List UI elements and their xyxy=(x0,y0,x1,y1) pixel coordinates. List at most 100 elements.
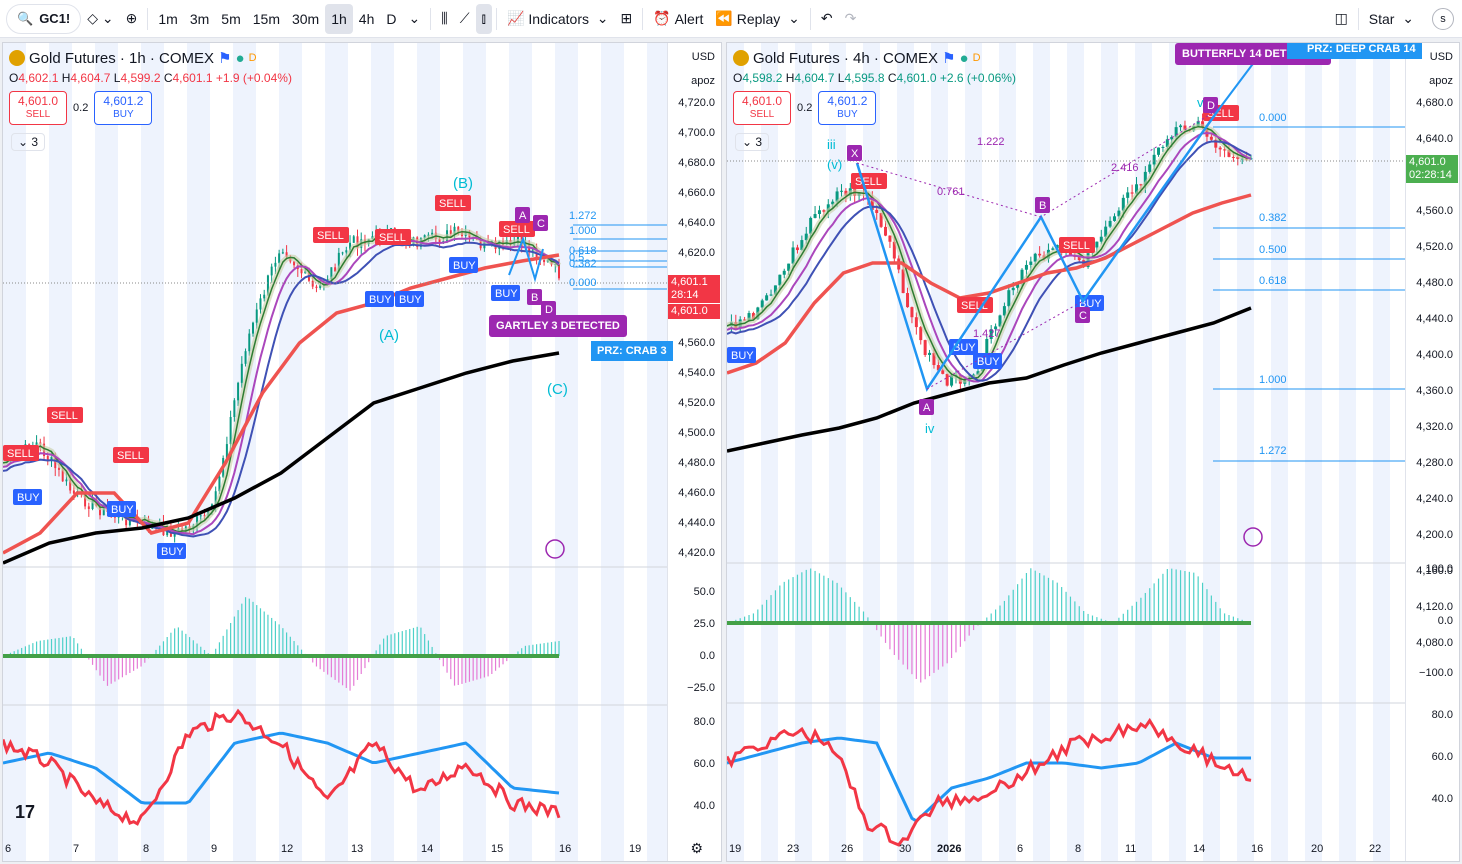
price-tick: 0.0 xyxy=(1437,615,1453,627)
top-toolbar: 🔍 GC1! ◇ ⌄ ⊕ 1m 3m 5m 15m 30m 1h 4h D ⌄ ⫼ ⟋ ⫾ 📈… xyxy=(0,0,1462,38)
currency-label[interactable]: USD xyxy=(1429,51,1453,63)
sell-button[interactable]: 4,601.0 SELL xyxy=(733,91,792,125)
compare-button[interactable]: ◇ ⌄ xyxy=(87,10,114,26)
signal-label-d: D xyxy=(541,301,556,317)
session-band xyxy=(1339,43,1356,861)
price-tick: 4,660.0 xyxy=(678,187,715,199)
timeframe-1h[interactable]: 1h xyxy=(325,3,353,34)
candle-body xyxy=(1174,127,1178,137)
harmonic-ratio-line xyxy=(856,108,1220,218)
signal-label-buy: BUY xyxy=(107,501,136,517)
price-tick: 50.0 xyxy=(693,586,715,598)
chart-type-button[interactable]: ⟋ xyxy=(454,4,476,34)
candle-body xyxy=(879,213,883,227)
indicator-count: 3 xyxy=(755,135,763,149)
timeframe-dropdown[interactable]: ⌄ xyxy=(403,4,427,34)
flash-icon xyxy=(1243,527,1263,547)
timeframe-15m[interactable]: 15m xyxy=(252,10,280,27)
scale-mode[interactable]: apoz xyxy=(691,75,715,87)
signal-label-sell: SELL xyxy=(47,407,83,423)
indicator-toggle[interactable]: ⌄ 3 xyxy=(735,133,770,151)
symbol-search[interactable]: 🔍 GC1! xyxy=(6,3,82,34)
bar-style-button[interactable]: ⫼ xyxy=(435,4,453,34)
price-tick: 4,640.0 xyxy=(1416,133,1453,145)
price-tick: −100.0 xyxy=(1419,667,1453,679)
indicators-button[interactable]: 📈 Indicators ⌄ xyxy=(506,10,609,27)
timeframe-4h[interactable]: 4h xyxy=(358,10,375,27)
price-tick: 4,540.0 xyxy=(678,367,715,379)
candle-body xyxy=(998,315,1002,327)
time-tick: 7 xyxy=(73,843,80,855)
candle-body xyxy=(1082,260,1086,268)
signal-label-buy: BUY xyxy=(973,353,1002,369)
fib-level-label: 0.000 xyxy=(1259,112,1287,124)
candle-body xyxy=(1051,248,1055,250)
fib-level-label: 0.618 xyxy=(1259,275,1287,287)
indicator-count: 3 xyxy=(31,135,39,149)
candle-body xyxy=(315,286,318,289)
price-axis[interactable]: USD apoz 4,720.0 4,700.0 4,680.0 4,660.0 4,6… xyxy=(667,43,721,861)
change-value: +2.6 (+0.06%) xyxy=(939,71,1016,85)
candle-body xyxy=(252,322,255,334)
candle-body xyxy=(892,241,896,259)
price-tick: 4,560.0 xyxy=(678,337,715,349)
buy-button[interactable]: 4,601.2 BUY xyxy=(818,91,877,125)
price-tick: 4,200.0 xyxy=(1416,529,1453,541)
last-price-tag: 4,601.0 02:28:14 xyxy=(1406,155,1458,183)
buy-button[interactable]: 4,601.2 BUY xyxy=(94,91,153,125)
svg-text:X: X xyxy=(851,148,859,160)
timeframe-D[interactable]: D xyxy=(386,10,397,27)
time-tick: 19 xyxy=(729,843,742,855)
price-chart-1h[interactable]: SELL SELL SELL BUY BUY BUY SELL SELL SELL SELL BUY… xyxy=(3,43,722,862)
layout-button[interactable]: ⊞ xyxy=(615,4,639,34)
replay-button[interactable]: ⏪ Replay ⌄ xyxy=(715,10,800,27)
time-tick: 12 xyxy=(281,843,294,855)
delay-badge: D xyxy=(972,52,981,64)
candle-body xyxy=(69,479,72,491)
session-band xyxy=(1135,43,1152,861)
price-tick: 40.0 xyxy=(693,800,715,812)
price-chart-4h[interactable]: BUYSELLSELLSELLSELLBUYBUYBUYXABCD1.2220.… xyxy=(727,43,1460,862)
timeframe-3m[interactable]: 3m xyxy=(189,10,210,27)
replay-label: Replay xyxy=(736,10,781,27)
candle-body xyxy=(281,252,284,254)
ma-200 xyxy=(3,351,560,565)
undo-button[interactable]: ↶ xyxy=(815,4,839,34)
scale-mode[interactable]: apoz xyxy=(1429,75,1453,87)
star-button[interactable]: Star ⌄ xyxy=(1368,10,1414,27)
candle-body xyxy=(1179,125,1183,128)
chart-pane-4h[interactable]: BUY SELL SELL SELL SELL BUY BUY BUY X A B C D 1.222 0.… xyxy=(726,42,1460,862)
timeframe-1m[interactable]: 1m xyxy=(158,10,178,27)
chevron-down-icon: ⌄ xyxy=(408,10,421,26)
sell-label: SELL xyxy=(25,109,51,120)
chart-pane-1h[interactable]: SELL SELL SELL BUY BUY BUY SELL SELL SELL SELL BUY… xyxy=(2,42,722,862)
settings-gear-icon[interactable]: ⚙ xyxy=(690,840,703,856)
sell-button[interactable]: 4,601.0 SELL xyxy=(9,91,68,125)
candle-body xyxy=(976,371,980,375)
candle-body xyxy=(423,235,426,239)
indicator-toggle[interactable]: ⌄ 3 xyxy=(11,133,46,151)
add-symbol-button[interactable]: ⊕ xyxy=(120,4,144,34)
pattern-detected-label: GARTLEY 3 DETECTED xyxy=(489,315,627,337)
currency-label[interactable]: USD xyxy=(691,51,715,63)
price-tick: 4,440.0 xyxy=(1416,313,1453,325)
alert-button[interactable]: ⏰ Alert xyxy=(647,4,709,34)
price-tick: 4,120.0 xyxy=(1416,601,1453,613)
redo-button[interactable]: ↷ xyxy=(839,4,863,34)
avatar[interactable]: s xyxy=(1432,7,1454,30)
layout-panel-button[interactable]: ◫ xyxy=(1329,4,1354,34)
timeframe-5m[interactable]: 5m xyxy=(221,10,241,27)
signal-label-sell: SELL xyxy=(113,447,149,463)
price-tick: 4,700.0 xyxy=(678,127,715,139)
candles-button[interactable]: ⫾ xyxy=(475,3,492,34)
sell-price: 4,601.0 xyxy=(18,94,59,108)
candle-body xyxy=(334,267,337,272)
signal-label-b: B xyxy=(527,289,542,305)
candle-body xyxy=(936,365,940,371)
svg-text:C: C xyxy=(537,218,545,230)
time-tick: 14 xyxy=(421,843,434,855)
session-band xyxy=(727,43,744,861)
prz-label: PRZ: CRAB 3 xyxy=(591,341,673,361)
timeframe-30m[interactable]: 30m xyxy=(291,10,320,27)
price-tick: 4,500.0 xyxy=(678,427,715,439)
